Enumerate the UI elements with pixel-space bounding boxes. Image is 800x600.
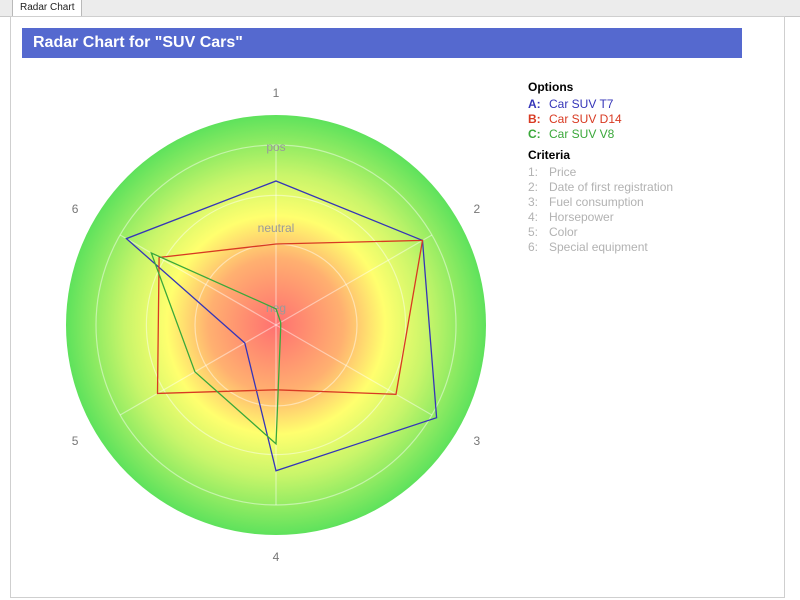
axis-line [275,234,433,326]
level-label: pos [266,140,285,154]
axis-label: 5 [72,434,79,448]
legend-criterion-label: Fuel consumption [549,195,644,209]
legend-option-label: Car SUV V8 [549,127,615,141]
axis-label: 2 [474,202,481,216]
legend-option: A: Car SUV T7 [528,97,758,112]
chart-title: Radar Chart for "SUV Cars" [22,28,742,58]
legend-option-label: Car SUV T7 [549,97,614,111]
axis-line [119,234,277,326]
criteria-list: 1: Price 2: Date of first registration 3: Fue… [528,165,758,255]
level-label: neutral [258,221,295,235]
legend-criterion: 4: Horsepower [528,210,758,225]
legend-criterion-key: 5: [528,225,539,239]
legend: Options A: Car SUV T7 B: Car SUV D14 C: Car S… [528,80,758,255]
radar-grid [95,144,457,506]
legend-criterion: 1: Price [528,165,758,180]
legend-option-key: B: [528,112,541,126]
legend-option: B: Car SUV D14 [528,112,758,127]
options-list: A: Car SUV T7 B: Car SUV D14 C: Car SUV V8 [528,97,758,142]
legend-option-key: A: [528,97,541,111]
legend-criterion-label: Date of first registration [549,180,674,194]
axis-labels: 1 2 3 4 5 6 [72,86,481,564]
axis-label: 4 [273,550,280,564]
series-layer [125,180,438,472]
level-label: neg [266,301,286,315]
legend-option: C: Car SUV V8 [528,127,758,142]
axis-line [119,324,277,416]
axis-line [275,324,433,416]
legend-criterion-key: 1: [528,165,539,179]
legend-options-title: Options [528,80,574,94]
legend-criterion-key: 2: [528,180,539,194]
legend-criterion-label: Color [549,225,578,239]
grid-ring [95,144,457,506]
legend-option-key: C: [528,127,541,141]
radar-background [66,115,486,535]
legend-criterion: 5: Color [528,225,758,240]
legend-criterion: 3: Fuel consumption [528,195,758,210]
axis-label: 3 [474,434,481,448]
legend-criterion-key: 4: [528,210,539,224]
level-labels: neg neutral pos [258,140,295,315]
series-polygon [150,251,282,446]
legend-criterion-key: 6: [528,240,539,254]
legend-criteria-title: Criteria [528,148,571,162]
axis-label: 6 [72,202,79,216]
legend-criterion: 6: Special equipment [528,240,758,255]
legend-option-label: Car SUV D14 [549,112,622,126]
tab-radar-chart[interactable]: Radar Chart [12,0,83,16]
series-polygon [156,239,424,395]
axis-label: 1 [273,86,280,100]
legend-criterion-label: Price [549,165,577,179]
legend-criterion: 2: Date of first registration [528,180,758,195]
legend-criterion-label: Special equipment [549,240,648,254]
legend-criterion-key: 3: [528,195,539,209]
grid-ring [145,194,407,456]
legend-criterion-label: Horsepower [549,210,614,224]
